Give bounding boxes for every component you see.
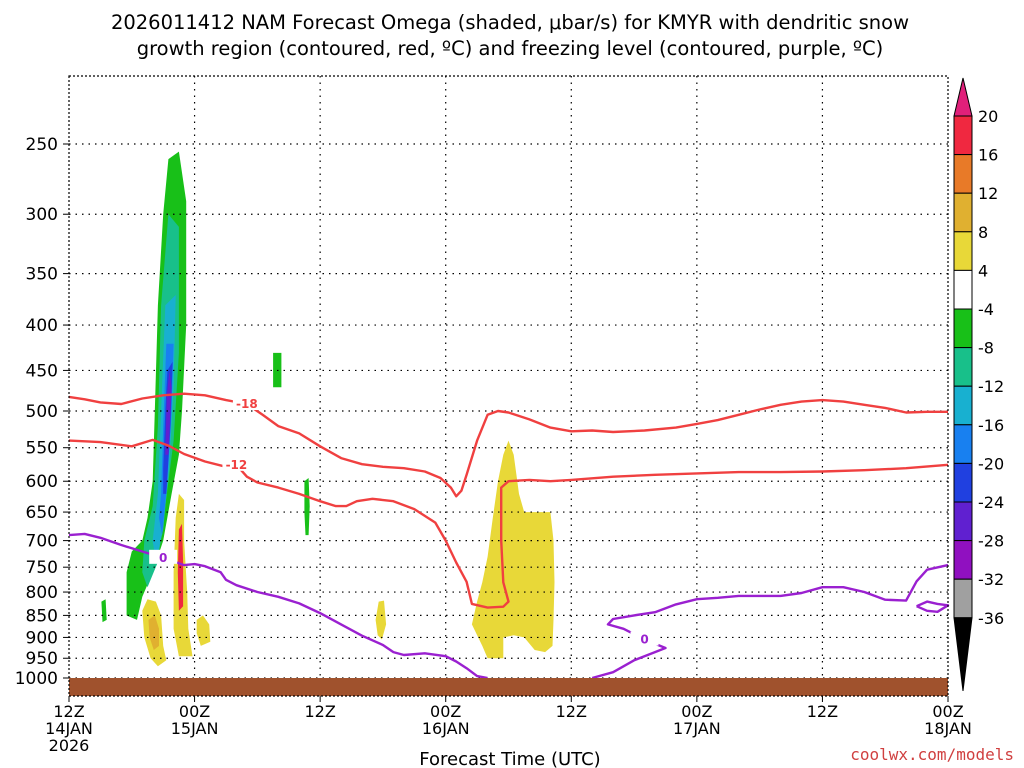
credit-link[interactable]: coolwx.com/models	[850, 745, 1014, 764]
x-tick-label-60-1: 17JAN	[673, 719, 721, 738]
y-tick-750: 750	[26, 558, 58, 578]
red-contour-minus18	[68, 392, 948, 498]
x-tick-label-72-0: 12Z	[807, 702, 838, 721]
purple-contour-0-label: 0	[159, 551, 167, 565]
y-tick-950: 950	[26, 649, 58, 669]
red-contour-minus18-label-bg	[232, 396, 261, 411]
x-tick-label-84-0: 00Z	[932, 702, 963, 721]
y-tick-600: 600	[26, 472, 58, 492]
x-tick-label-84-1: 18JAN	[924, 719, 972, 738]
colorbar-label-2: 12	[978, 184, 998, 203]
y-tick-250: 250	[26, 135, 58, 155]
colorbar-label-9: -20	[978, 454, 1004, 473]
x-tick-label-36-0: 00Z	[430, 702, 461, 721]
y-tick-850: 850	[26, 606, 58, 626]
colorbar-band-8	[953, 424, 973, 464]
x-tick-label-0-0: 12Z	[53, 702, 84, 721]
colorbar-band-2	[953, 192, 973, 233]
colorbar-band-1	[953, 154, 973, 194]
colorbar-top-arrow	[953, 77, 973, 117]
colorbar-label-3: 8	[978, 223, 988, 242]
x-tick-label-0-2: 2026	[49, 736, 90, 755]
yellow-big	[471, 440, 555, 659]
purple-contour-0-label-bg	[149, 549, 178, 564]
colorbar-band-10	[953, 501, 973, 542]
x-tick-label-48-0: 12Z	[556, 702, 587, 721]
purple-contour-0-right	[591, 563, 949, 680]
x-tick-label-12-0: 00Z	[179, 702, 210, 721]
x-tick-label-36-1: 16JAN	[422, 719, 470, 738]
y-tick-550: 550	[26, 439, 58, 459]
colorbar-band-0	[953, 115, 973, 156]
y-tick-400: 400	[26, 316, 58, 336]
terrain-ground-strip	[69, 678, 948, 696]
omega-shading-layer	[101, 151, 555, 667]
orange-descent-left	[148, 615, 159, 650]
colorbar-band-12	[953, 578, 973, 619]
contour-layer: -18 -12 0 0	[68, 392, 950, 680]
y-axis-ticks: 2503003504004505005506006507007508008509…	[15, 135, 69, 689]
colorbar-band-4	[953, 269, 973, 310]
colorbar-band-5	[953, 308, 973, 349]
colorbar-label-4: 4	[978, 261, 988, 280]
red-contour-minus12-label-bg	[222, 456, 251, 471]
x-axis-label: Forecast Time (UTC)	[419, 749, 600, 768]
colorbar-label-0: 20	[978, 107, 998, 126]
colorbar-label-11: -28	[978, 532, 1004, 551]
x-tick-label-0-1: 14JAN	[45, 719, 93, 738]
y-tick-900: 900	[26, 628, 58, 648]
colorbar-label-1: 16	[978, 146, 998, 165]
violet-ascent	[165, 370, 172, 455]
y-tick-650: 650	[26, 503, 58, 523]
x-tick-label-24-0: 12Z	[304, 702, 335, 721]
red-contour-minus12-label: -12	[226, 458, 248, 472]
colorbar-label-12: -32	[978, 570, 1004, 589]
purple-contour-0-right-label-bg	[630, 631, 659, 646]
y-tick-300: 300	[26, 205, 58, 225]
colorbar-band-9	[953, 462, 973, 503]
green-spot-3	[101, 599, 107, 623]
y-tick-450: 450	[26, 361, 58, 381]
purple-contour-0-right-label: 0	[640, 633, 648, 647]
yellow-blob-2	[196, 615, 211, 646]
colorbar-band-3	[953, 231, 973, 271]
colorbar-label-7: -12	[978, 377, 1004, 396]
plot-frame	[68, 75, 949, 697]
y-tick-1000: 1000	[15, 669, 58, 689]
y-tick-350: 350	[26, 265, 58, 285]
chart-title-line2: growth region (contoured, red, ºC) and f…	[137, 37, 884, 60]
yellow-blob-3	[375, 600, 387, 640]
colorbar-band-6	[953, 347, 973, 387]
red-contour-minus18-label: -18	[236, 397, 258, 411]
colorbar-label-8: -16	[978, 416, 1004, 435]
purple-contour-0-loop	[916, 600, 950, 613]
colorbar-bottom-arrow	[953, 617, 973, 692]
colorbar-band-7	[953, 385, 973, 426]
y-tick-800: 800	[26, 583, 58, 603]
colorbar-label-10: -24	[978, 493, 1004, 512]
chart-title-line1: 2026011412 NAM Forecast Omega (shaded, μ…	[111, 11, 909, 34]
colorbar-label-13: -36	[978, 609, 1004, 628]
y-tick-500: 500	[26, 402, 58, 422]
colorbar-band-11	[953, 540, 973, 580]
colorbar-label-6: -8	[978, 339, 994, 358]
green-spot-2	[304, 478, 310, 536]
x-tick-label-12-1: 15JAN	[171, 719, 219, 738]
x-tick-label-60-0: 00Z	[681, 702, 712, 721]
colorbar-label-5: -4	[978, 300, 994, 319]
y-tick-700: 700	[26, 532, 58, 552]
colorbar: 20 16 12 8 4 -4 -8 -12 -16 -20 -24 -28 -32 -36	[953, 77, 1004, 692]
